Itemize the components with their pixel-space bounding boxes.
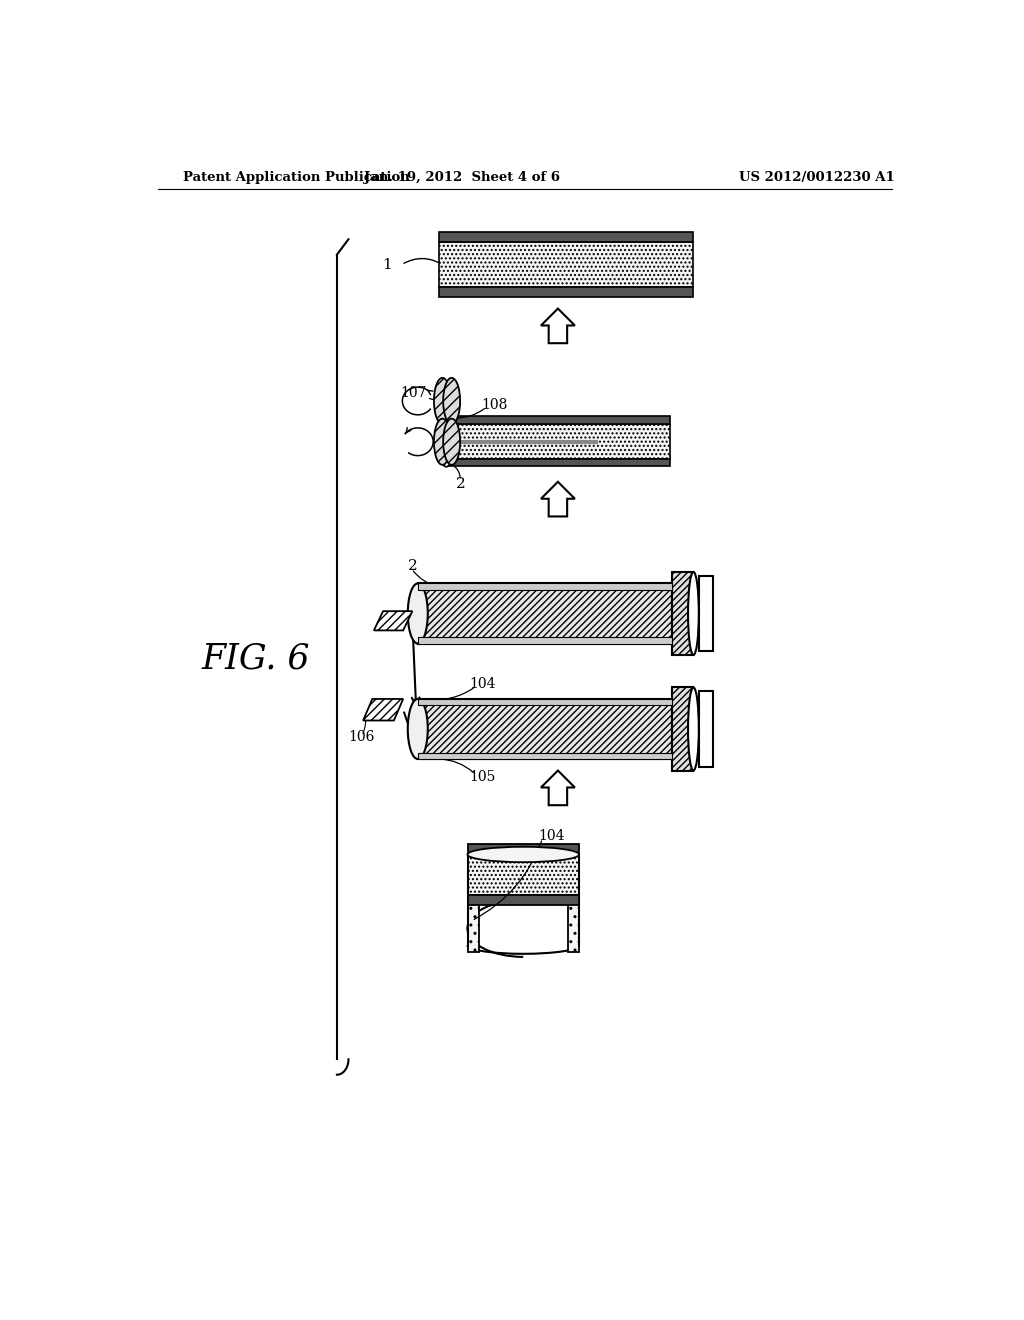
Ellipse shape [688, 572, 698, 655]
Bar [468, 854, 580, 895]
Bar [418, 638, 672, 644]
Text: 104: 104 [539, 829, 565, 843]
Text: 2: 2 [456, 477, 465, 491]
FancyArrow shape [541, 482, 574, 516]
Bar [418, 752, 672, 759]
Text: 104: 104 [469, 677, 496, 690]
Text: 106: 106 [348, 730, 375, 744]
Polygon shape [364, 700, 403, 721]
Ellipse shape [688, 688, 698, 771]
Ellipse shape [434, 378, 451, 424]
Text: Jan. 19, 2012  Sheet 4 of 6: Jan. 19, 2012 Sheet 4 of 6 [364, 172, 560, 185]
Bar [438, 242, 692, 286]
Ellipse shape [408, 583, 428, 644]
Bar [672, 688, 693, 771]
Polygon shape [374, 611, 413, 631]
Bar [418, 700, 672, 759]
Text: 107: 107 [400, 387, 427, 400]
Bar [568, 898, 579, 952]
Ellipse shape [443, 418, 460, 465]
Text: US 2012/0012230 A1: US 2012/0012230 A1 [739, 172, 895, 185]
Ellipse shape [438, 417, 454, 467]
Bar [468, 898, 478, 952]
Text: 2: 2 [408, 560, 418, 573]
Text: Patent Application Publication: Patent Application Publication [183, 172, 410, 185]
Bar [698, 692, 713, 767]
Ellipse shape [443, 378, 460, 424]
FancyArrow shape [541, 771, 574, 805]
Ellipse shape [408, 700, 428, 759]
FancyArrow shape [541, 309, 574, 343]
Text: 1: 1 [383, 257, 392, 272]
Bar [672, 572, 693, 655]
Bar [438, 286, 692, 297]
Bar [468, 843, 580, 854]
Text: FIG. 6: FIG. 6 [202, 642, 310, 676]
Bar [418, 583, 672, 590]
Text: 105: 105 [469, 770, 496, 784]
Bar [418, 700, 672, 705]
Bar [468, 895, 580, 906]
Bar [446, 459, 670, 466]
Bar [446, 416, 670, 424]
Bar [438, 231, 692, 242]
Bar [698, 576, 713, 651]
Text: 108: 108 [481, 397, 507, 412]
Ellipse shape [434, 418, 451, 465]
Bar [446, 424, 670, 459]
Ellipse shape [467, 847, 580, 862]
Bar [418, 583, 672, 644]
